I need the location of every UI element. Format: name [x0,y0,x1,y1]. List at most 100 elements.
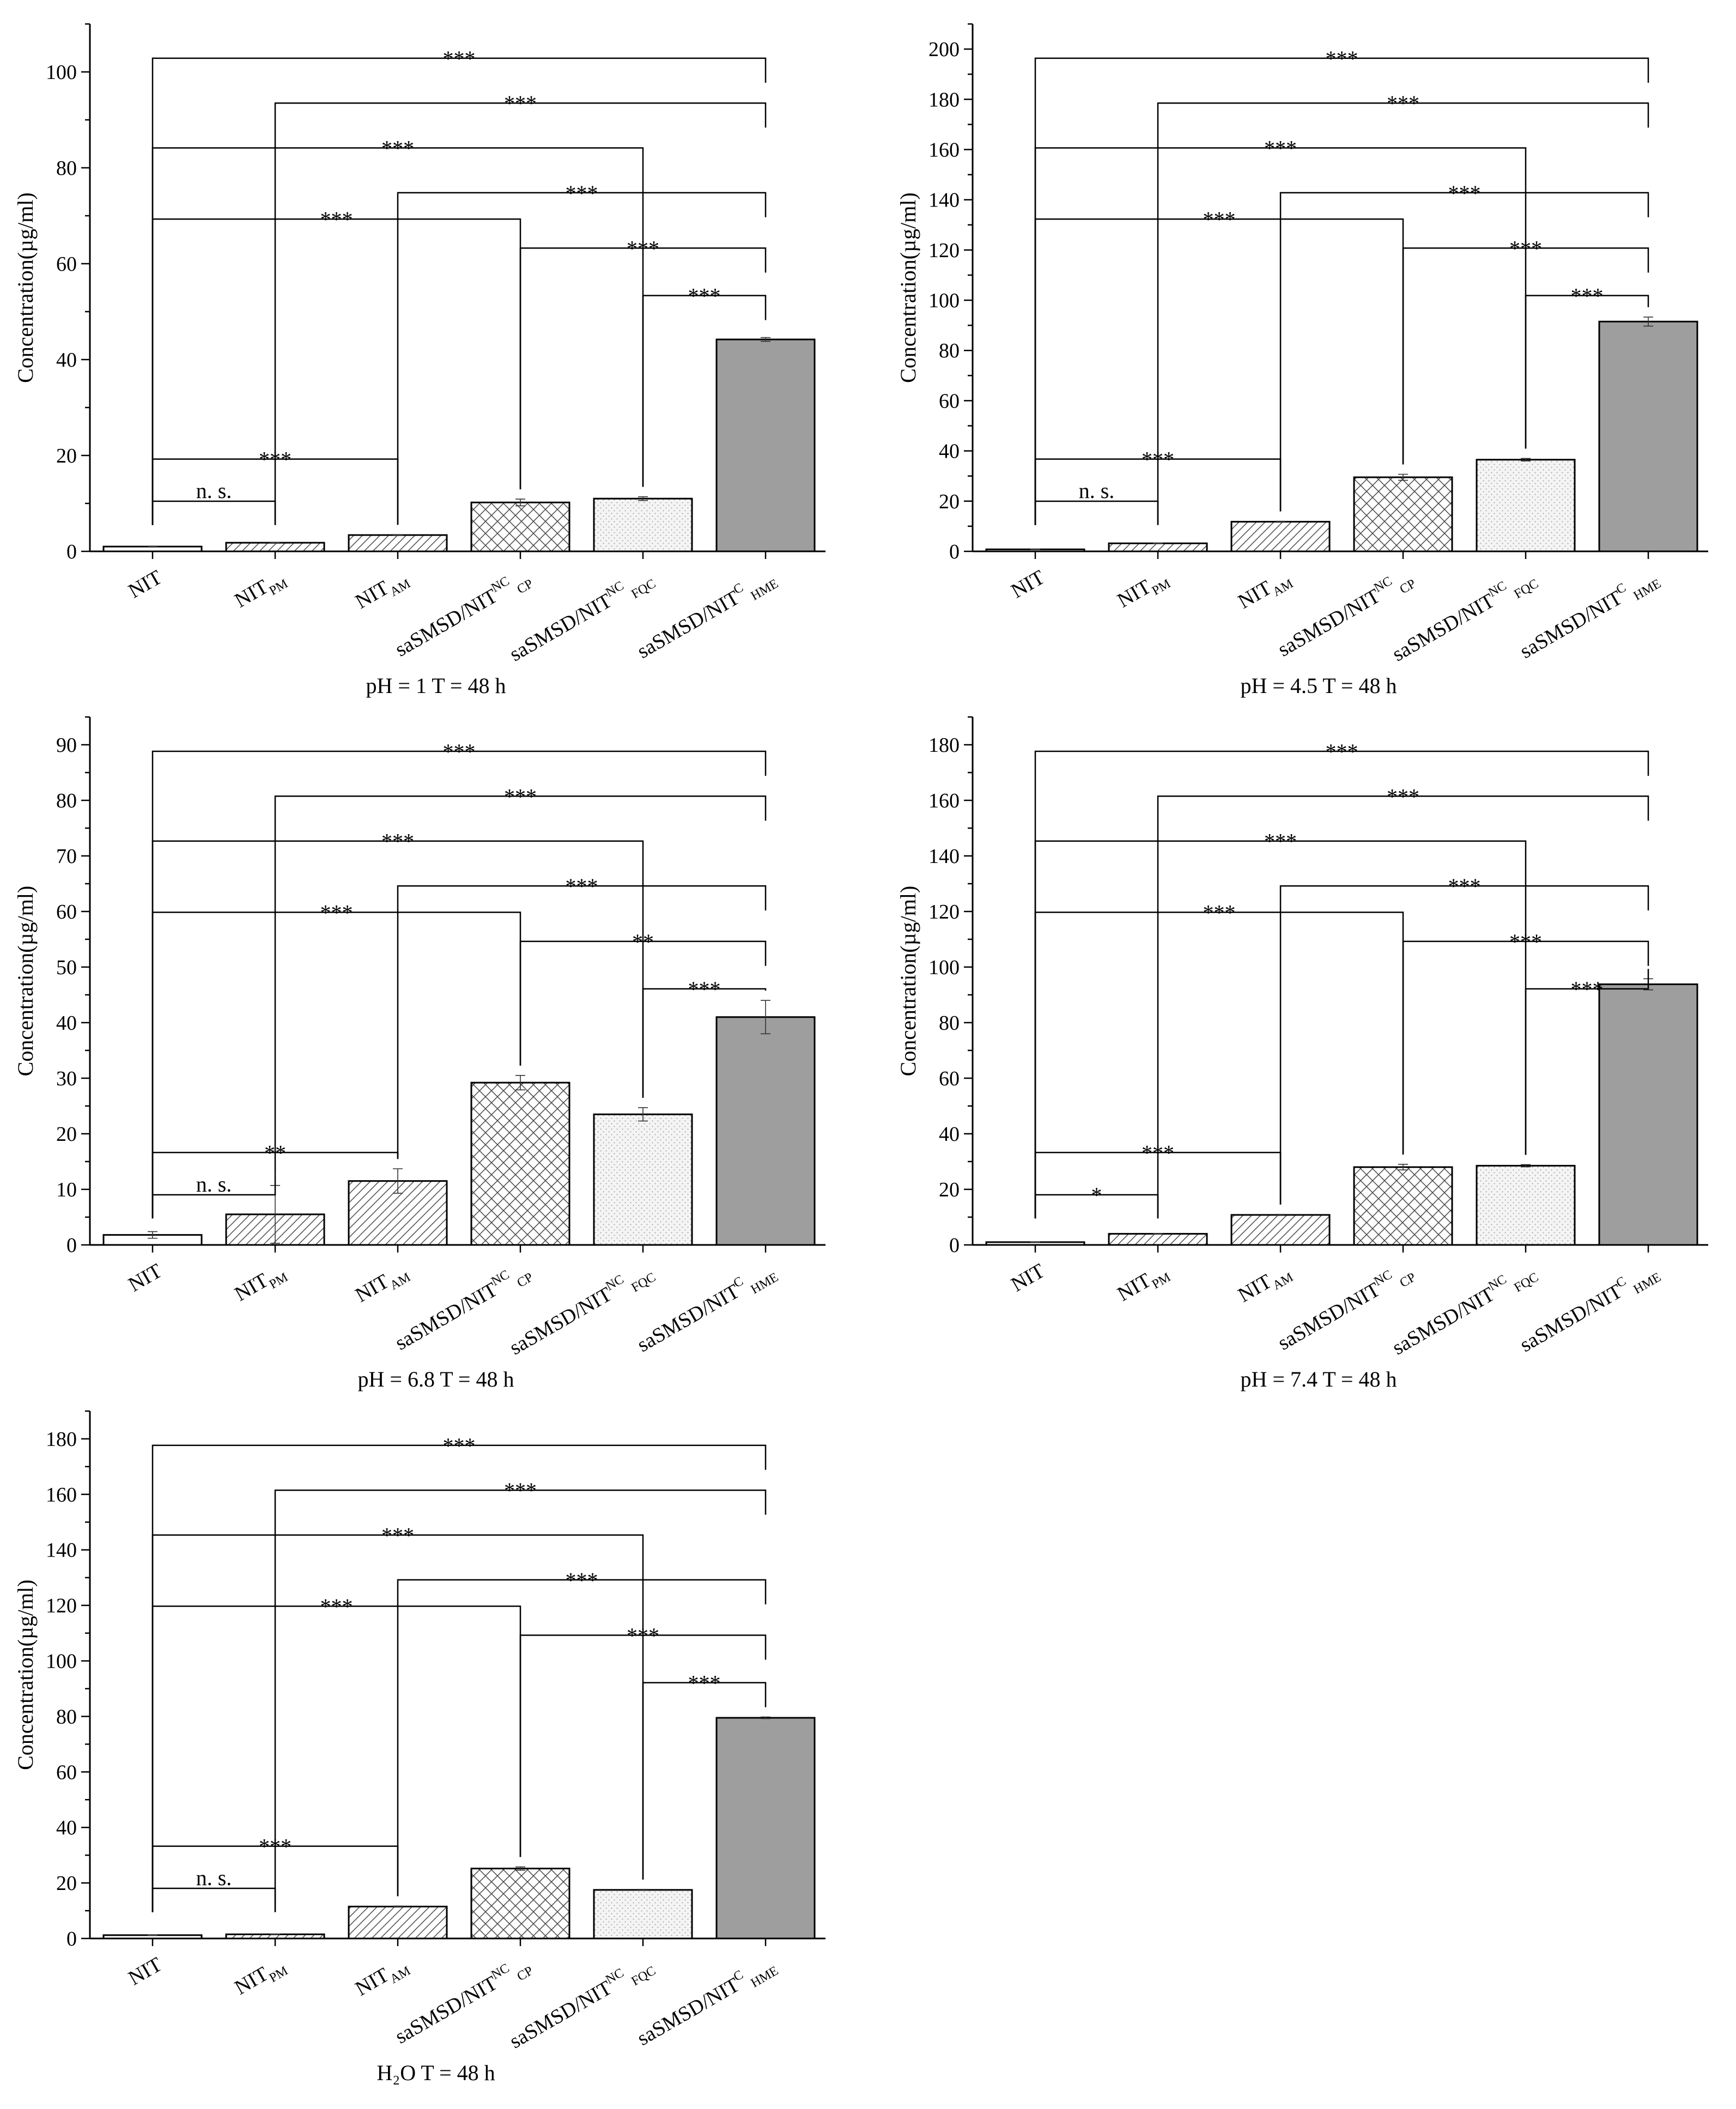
y-tick-label: 20 [939,490,960,513]
y-tick-label: 100 [46,61,77,84]
bar-3 [1230,1214,1331,1246]
bar-4 [470,1868,570,1940]
significance-bracket [1525,295,1649,449]
significance-bracket [1525,969,1649,1155]
significance-bracket [1034,750,1649,1219]
bar-3 [348,1905,448,1940]
bar-6 [1598,983,1698,1246]
y-tick-label: 70 [56,845,77,868]
y-tick-label: 140 [46,1539,77,1562]
significance-bracket [1034,1194,1159,1219]
bar-5 [593,497,693,552]
significance-label: *** [504,1478,537,1503]
subscript: HME [1629,1270,1664,1298]
significance-label: *** [1387,91,1419,116]
y-tick-label: 60 [939,1067,960,1090]
subscript: HME [746,576,781,605]
significance-label: *** [688,977,721,1001]
panel-caption: pH = 4.5 T = 48 h [1241,673,1397,698]
x-category-label: NIT [1007,566,1049,603]
x-category-label: saSMSD/NITC HME [1515,564,1664,666]
significance-label: *** [1387,784,1419,809]
x-category-label: NITPM [1114,566,1173,615]
significance-bracket [397,885,767,1159]
significance-label: *** [688,1671,721,1695]
significance-label: *** [1448,874,1481,898]
significance-bracket [1157,795,1649,1219]
chart-panel-2: 0 20 40 60 80 100 120 140 160 180 200 Concentration… [896,23,1708,698]
subscript: CP [512,1964,536,1985]
significance-bracket [397,192,767,525]
significance-bracket [274,1489,767,1912]
significance-label: *** [688,284,721,308]
y-tick-label: 0 [949,540,960,563]
significance-bracket [151,458,399,525]
significance-label: * [1091,1183,1102,1207]
subscript: CP [1394,576,1418,598]
significance-label: *** [566,181,598,205]
bar-6 [715,338,816,552]
y-tick-label: 80 [939,1012,960,1035]
x-category-label: NITPM [231,566,290,615]
significance-bracket [1034,57,1649,525]
subscript: HME [1629,576,1664,605]
significance-label: *** [627,236,659,260]
significance-bracket [1402,247,1649,465]
significance-bracket [1157,102,1649,525]
significance-bracket [642,988,767,1098]
y-tick-label: 60 [939,390,960,412]
bar-2 [1108,1233,1208,1246]
significance-bracket [274,102,767,525]
x-category-label: NITAM [1234,1259,1296,1310]
y-tick-label: 60 [56,1761,77,1784]
bar-2 [225,542,325,552]
significance-label: ** [632,929,654,954]
bar-4 [470,1081,570,1246]
y-tick-label: 0 [66,1234,77,1257]
x-category-label: NIT [1007,1259,1049,1296]
significance-bracket [1279,192,1649,512]
panel-caption: pH = 7.4 T = 48 h [1241,1367,1397,1391]
significance-bracket [1402,940,1649,1155]
y-tick-label: 90 [56,734,77,757]
significance-bracket [151,1845,399,1912]
significance-label: ** [264,1140,286,1165]
chart-panel-5: 0 20 40 60 80 100 120 140 160 180 Concentration(µg… [13,1410,825,2085]
y-axis-label: Concentration(µg/ml) [896,886,920,1077]
significance-bracket [151,1444,767,1912]
y-tick-label: 160 [46,1484,77,1506]
subscript: CP [512,1270,536,1292]
subscript: CP [1394,1270,1418,1292]
significance-label: *** [627,1623,659,1648]
significance-label: *** [259,1834,292,1859]
x-category-label: saSMSD/NITC HME [633,1258,781,1360]
y-tick-label: 180 [928,734,960,757]
y-tick-label: 80 [56,157,77,180]
significance-label: *** [1264,136,1297,160]
y-tick-label: 80 [56,789,77,812]
y-tick-label: 140 [928,845,960,868]
significance-bracket [151,500,276,525]
significance-label: *** [566,874,598,898]
y-tick-label: 30 [56,1067,77,1090]
y-tick-label: 160 [928,138,960,161]
y-tick-label: 180 [46,1428,77,1451]
significance-label: *** [504,784,537,809]
panel-caption: pH = 6.8 T = 48 h [358,1367,514,1391]
significance-label: *** [1509,929,1542,954]
y-tick-label: 80 [939,339,960,362]
bar-5 [1476,1165,1576,1246]
significance-label: *** [1448,181,1481,205]
significance-label: *** [1203,901,1236,925]
y-tick-label: 120 [928,239,960,262]
subscript: FQC [626,1270,658,1297]
y-tick-label: 40 [939,440,960,463]
significance-label: *** [381,136,414,160]
significance-label: *** [1264,829,1297,854]
y-tick-label: 0 [66,1928,77,1950]
bar-3 [348,534,448,552]
x-category-label: NITPM [231,1953,290,2002]
x-category-label: NIT [125,1953,166,1990]
bar-6 [1598,320,1698,552]
y-axis-label: Concentration(µg/ml) [896,192,920,383]
